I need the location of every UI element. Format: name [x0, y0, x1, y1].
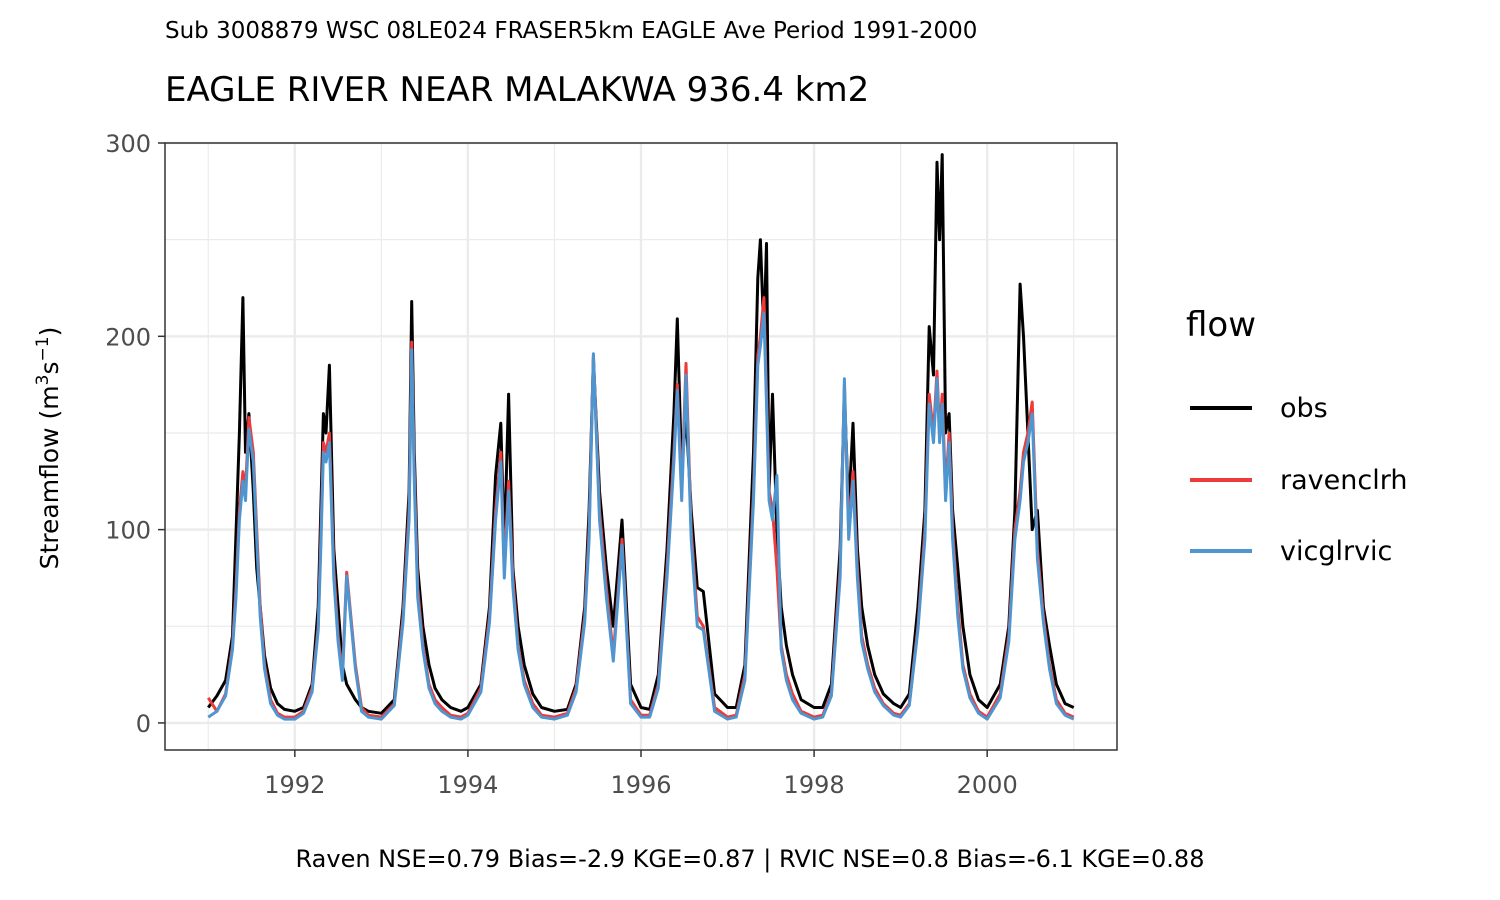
grid-lines — [165, 141, 1117, 750]
legend-title: flow — [1186, 305, 1257, 345]
y-tick-label: 0 — [136, 710, 151, 738]
axis-ticks — [158, 142, 988, 757]
x-tick-label: 2000 — [957, 771, 1018, 799]
legend-label-ravenclrh: ravenclrh — [1280, 464, 1408, 496]
legend-key-obs — [1190, 406, 1252, 410]
series-line-obs — [207, 153, 1075, 715]
x-tick-label: 1994 — [437, 771, 498, 799]
x-tick-label: 1996 — [610, 771, 671, 799]
y-axis-label: Streamflow (m3s−1) — [33, 327, 64, 570]
legend-item-vicglrvic: vicglrvic — [1190, 531, 1392, 571]
legend-item-ravenclrh: ravenclrh — [1190, 460, 1407, 500]
legend-label-vicglrvic: vicglrvic — [1280, 535, 1393, 567]
legend-key-vicglrvic — [1190, 549, 1252, 553]
metrics-caption: Raven NSE=0.79 Bias=-2.9 KGE=0.87 | RVIC… — [295, 845, 1205, 873]
legend-item-obs: obs — [1190, 388, 1328, 428]
y-tick-label: 100 — [105, 517, 151, 545]
axis-tick-labels: 1992 1994 1996 1998 2000 0 100 200 300 — [105, 130, 1018, 799]
y-tick-label: 200 — [105, 323, 151, 351]
x-tick-label: 1992 — [264, 771, 325, 799]
chart-title: EAGLE RIVER NEAR MALAKWA 936.4 km2 — [165, 70, 870, 110]
x-tick-label: 1998 — [784, 771, 845, 799]
series-line-vicglrvic — [207, 311, 1075, 721]
legend-label-obs: obs — [1280, 392, 1328, 424]
y-tick-label: 300 — [105, 130, 151, 158]
series-lines — [207, 153, 1075, 721]
chart-subtitle: Sub 3008879 WSC 08LE024 FRASER5km EAGLE … — [165, 18, 978, 44]
legend-key-ravenclrh — [1190, 478, 1252, 482]
